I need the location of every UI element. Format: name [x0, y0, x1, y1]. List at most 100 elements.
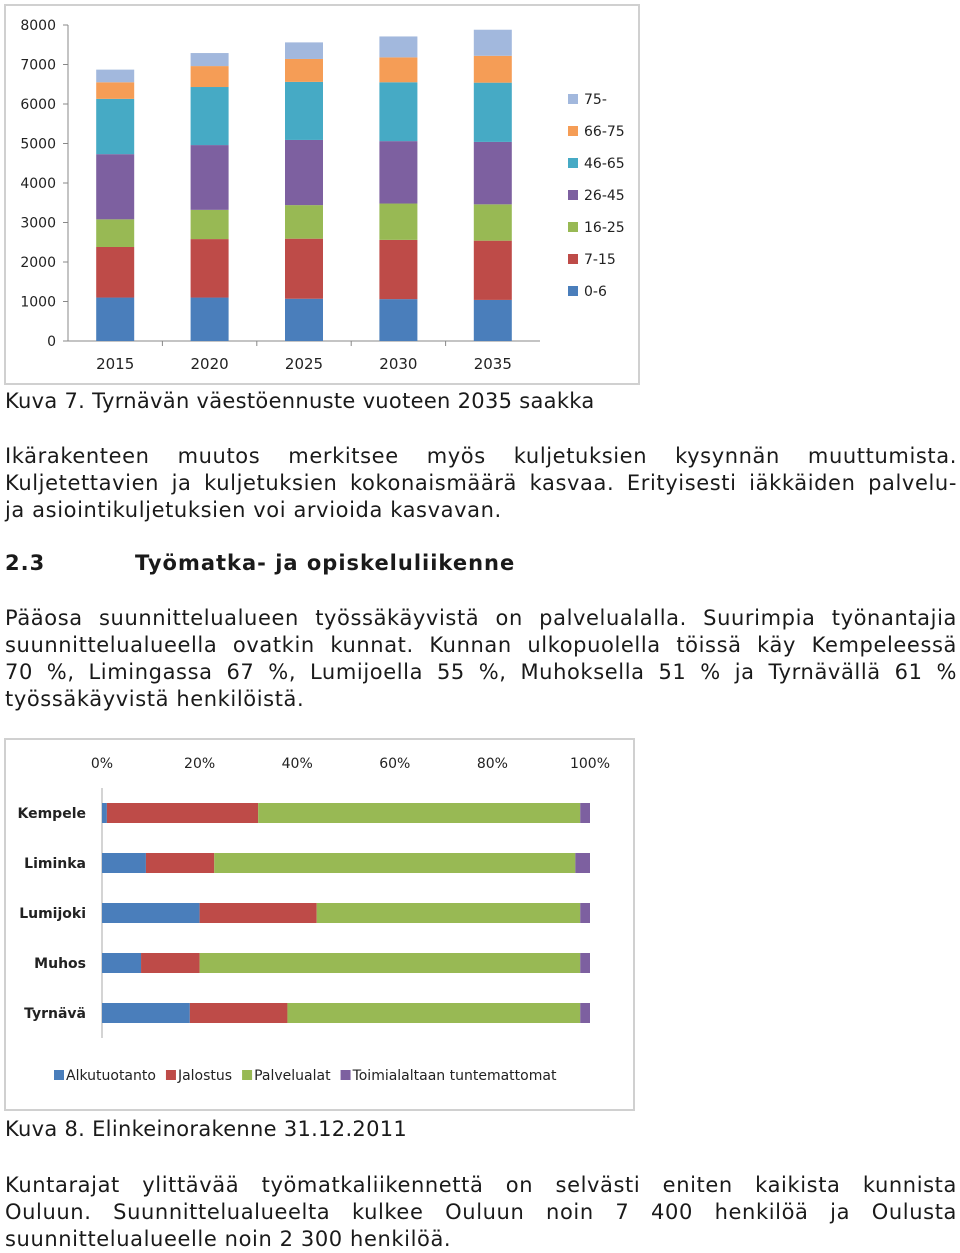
paragraph-line: suunnittelualueella ovatkin kunnat. Kunn…: [5, 633, 957, 657]
bar-segment-palvelualat: [199, 953, 581, 973]
bar-segment-alkutuotanto: [102, 803, 107, 823]
bar-segment-46-65: [285, 81, 323, 140]
legend-label: 0-6: [584, 284, 607, 300]
paragraph-line: Kuljetettavien ja kuljetuksien kokonaism…: [5, 471, 957, 495]
bar-segment-alkutuotanto: [102, 853, 146, 873]
y-tick-label: 5000: [20, 137, 56, 153]
bar-segment-toimialaltaan-tuntemattomat: [580, 903, 590, 923]
legend-swatch: [568, 158, 578, 168]
paragraph-line: suunnittelualueelle noin 2 300 henkilöä.: [5, 1227, 452, 1251]
x-tick-label: 0%: [91, 756, 113, 772]
paragraph-line: työssäkäyvistä henkilöistä.: [5, 687, 305, 711]
paragraph-commuting: Pääosa suunnittelualueen työssäkäyvistä …: [5, 605, 957, 713]
bar-segment-26-45: [190, 145, 229, 210]
bar-segment-toimialaltaan-tuntemattomat: [580, 1003, 590, 1023]
x-tick-label: 2035: [474, 355, 512, 373]
industry-structure-chart: 0% 20% 40% 60% 80% 100% Kempele Liminka Lumijoki…: [4, 738, 635, 1111]
industry-structure-svg: 0% 20% 40% 60% 80% 100% Kempele Liminka Lumijoki…: [18, 756, 611, 1084]
bar-segment-0-6: [379, 299, 418, 341]
bar-segment-66-75: [379, 57, 418, 83]
category-label: Muhos: [34, 956, 86, 972]
legend-swatch: [568, 254, 578, 264]
bar-segment-66-75: [96, 82, 135, 99]
legend-label: 7-15: [584, 252, 616, 268]
paragraph-line: ja asiointikuljetuksien voi arvioida kas…: [5, 498, 502, 522]
x-tick-label: 80%: [477, 756, 508, 772]
bar-segment-46-65: [96, 98, 135, 155]
bar-segment-0-6: [473, 299, 512, 341]
bar-segment-toimialaltaan-tuntemattomat: [580, 803, 590, 823]
bar-segment-palvelualat: [287, 1003, 581, 1023]
bar-segment-16-25: [96, 219, 135, 247]
figure-8-caption: Kuva 8. Elinkeinorakenne 31.12.2011: [5, 1117, 408, 1141]
bar-segment-palvelualat: [316, 903, 581, 923]
bar-segment-26-45: [285, 139, 323, 206]
bar-segment-jalostus: [189, 1003, 288, 1023]
bar-segment-66-75: [473, 55, 512, 83]
bar-segment-jalostus: [106, 803, 259, 823]
bar-segment-alkutuotanto: [102, 903, 200, 923]
bar-segment-alkutuotanto: [102, 1003, 190, 1023]
population-forecast-chart: 0 1000 2000 3000 4000 5000 6000 7000 8000 2015 202…: [4, 4, 640, 385]
x-tick-label: 2030: [379, 355, 417, 373]
x-tick-label: 100%: [570, 756, 610, 772]
y-tick-label: 6000: [20, 97, 56, 113]
bar-segment-46-65: [473, 82, 512, 142]
legend-swatch: [165, 1070, 176, 1080]
bar-segment-26-45: [96, 154, 135, 220]
section-heading: 2.3 Työmatka- ja opiskeluliikenne: [5, 551, 515, 575]
legend-label: 66-75: [584, 124, 625, 140]
legend-label: Toimialaltaan tuntemattomat: [352, 1068, 557, 1084]
bar-segment-7-15: [96, 246, 135, 298]
y-tick-label: 7000: [20, 58, 56, 74]
legend-swatch: [568, 94, 578, 104]
paragraph-line: 70 %, Limingassa 67 %, Lumijoella 55 %, …: [5, 660, 957, 684]
legend-swatch: [568, 190, 578, 200]
y-tick-label: 4000: [20, 176, 56, 192]
bar-segment-16-25: [190, 209, 229, 240]
y-tick-label: 8000: [20, 18, 56, 34]
x-tick-label: 60%: [379, 756, 410, 772]
category-label: Kempele: [18, 806, 87, 822]
paragraph-line: Pääosa suunnittelualueen työssäkäyvistä …: [5, 606, 957, 630]
paragraph-line: Kuntarajat ylittävää työmatkaliikennettä…: [5, 1173, 957, 1197]
x-tick-label: 40%: [282, 756, 313, 772]
bar-segment-toimialaltaan-tuntemattomat: [575, 853, 590, 873]
bar-segment-75-: [96, 69, 135, 83]
bar-segment-7-15: [190, 239, 229, 298]
bar-segment-0-6: [96, 297, 135, 341]
x-tick-label: 20%: [184, 756, 215, 772]
bar-segment-66-75: [285, 58, 323, 82]
bar-segment-16-25: [285, 205, 323, 239]
figure-7-caption: Kuva 7. Tyrnävän väestöennuste vuoteen 2…: [5, 389, 595, 413]
legend-label: 26-45: [584, 188, 625, 204]
bar-segment-26-45: [379, 141, 418, 204]
y-tick-label: 2000: [20, 255, 56, 271]
bar-segment-16-25: [473, 204, 512, 241]
bar-segment-jalostus: [199, 903, 317, 923]
y-tick-label: 3000: [20, 216, 56, 232]
legend-swatch: [568, 222, 578, 232]
legend-swatch: [242, 1070, 253, 1080]
legend-label: Alkutuotanto: [66, 1068, 156, 1084]
paragraph-line: Ouluun. Suunnittelualueelta kulkee Ouluu…: [5, 1200, 957, 1224]
bar-segment-75-: [190, 53, 229, 67]
section-number: 2.3: [5, 551, 46, 575]
legend-label: 75-: [584, 92, 607, 108]
bar-segment-26-45: [473, 141, 512, 205]
legend-label: 46-65: [584, 156, 625, 172]
category-label: Liminka: [24, 856, 86, 872]
legend-swatch: [54, 1070, 64, 1080]
bar-segment-0-6: [285, 298, 323, 341]
bar-segment-jalostus: [145, 853, 215, 873]
paragraph-cross-border: Kuntarajat ylittävää työmatkaliikennettä…: [5, 1172, 957, 1253]
bar-segment-46-65: [379, 82, 418, 142]
x-tick-label: 2025: [285, 355, 323, 373]
paragraph-age-structure: Ikärakenteen muutos merkitsee myös kulje…: [5, 443, 957, 524]
bar-segment-75-: [285, 42, 323, 59]
bar-segment-palvelualat: [214, 853, 576, 873]
bar-segment-75-: [379, 36, 418, 58]
bar-segment-7-15: [473, 240, 512, 300]
legend-swatch: [340, 1070, 351, 1080]
bar-segment-palvelualat: [258, 803, 581, 823]
